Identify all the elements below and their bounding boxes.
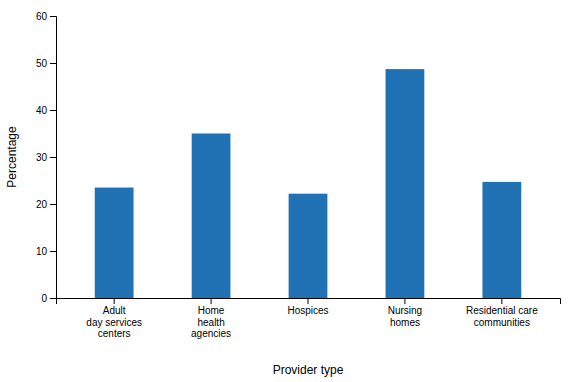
bar — [386, 69, 425, 298]
tick-label-line: Nursing — [388, 305, 422, 316]
axis-line — [50, 17, 57, 299]
bar — [95, 188, 134, 298]
tick-label: Homehealthagencies — [191, 305, 231, 339]
x-axis-title: Provider type — [273, 363, 344, 377]
tick-label-line: agencies — [191, 328, 231, 339]
bar — [482, 182, 521, 298]
tick-label: 0 — [41, 293, 47, 304]
tick: 0 — [41, 293, 56, 304]
tick-mark — [114, 298, 115, 304]
bar — [289, 194, 328, 298]
tick-label: Residential carecommunities — [466, 305, 538, 328]
tick-label: Hospices — [287, 305, 328, 316]
tick-label: 20 — [36, 199, 48, 210]
tick-mark — [404, 298, 405, 304]
tick-mark — [308, 298, 309, 304]
tick: 20 — [36, 199, 56, 210]
tick: 10 — [36, 246, 56, 257]
tick: 50 — [36, 58, 56, 69]
tick-label: 50 — [36, 58, 48, 69]
tick-label-line: Residential care — [466, 305, 538, 316]
tick-mark — [50, 63, 56, 64]
tick-mark — [211, 298, 212, 304]
tick-label-line: day services — [86, 317, 142, 328]
tick-label: 30 — [36, 152, 48, 163]
tick-label-line: health — [197, 317, 224, 328]
tick: Hospices — [287, 298, 328, 316]
tick-label-line: homes — [390, 317, 420, 328]
tick-mark — [50, 110, 56, 111]
tick-mark — [50, 157, 56, 158]
tick-label-line: Home — [198, 305, 225, 316]
axis-line — [57, 299, 561, 305]
tick: 30 — [36, 152, 56, 163]
tick: Homehealthagencies — [191, 298, 231, 339]
tick-label: Adultday servicescenters — [86, 305, 142, 339]
tick: Residential carecommunities — [466, 298, 538, 328]
tick: Adultday servicescenters — [86, 298, 142, 339]
tick-label: 10 — [36, 246, 48, 257]
tick: 60 — [36, 11, 56, 22]
tick-mark — [50, 204, 56, 205]
tick-mark — [50, 251, 56, 252]
bar — [192, 134, 231, 299]
tick-label: 60 — [36, 11, 48, 22]
tick-label-line: communities — [474, 317, 530, 328]
tick-label: 40 — [36, 105, 48, 116]
tick-mark — [50, 298, 56, 299]
tick: Nursinghomes — [388, 298, 422, 328]
tick-label-line: Hospices — [287, 305, 328, 316]
tick: 40 — [36, 105, 56, 116]
plot: Adultday servicescenters Homehealthagenci… — [36, 11, 561, 339]
tick-mark — [50, 16, 56, 17]
x-axis: Adultday servicescenters Homehealthagenci… — [57, 298, 561, 339]
tick-label: Nursinghomes — [388, 305, 422, 328]
bars — [95, 69, 521, 298]
tick-label-line: centers — [98, 328, 131, 339]
chart: Adultday servicescenters Homehealthagenci… — [0, 0, 576, 382]
y-axis: 0 10 20 30 40 50 60 — [36, 11, 57, 304]
tick-label-line: Adult — [103, 305, 126, 316]
y-axis-title: Percentage — [5, 126, 19, 188]
tick-mark — [501, 298, 502, 304]
